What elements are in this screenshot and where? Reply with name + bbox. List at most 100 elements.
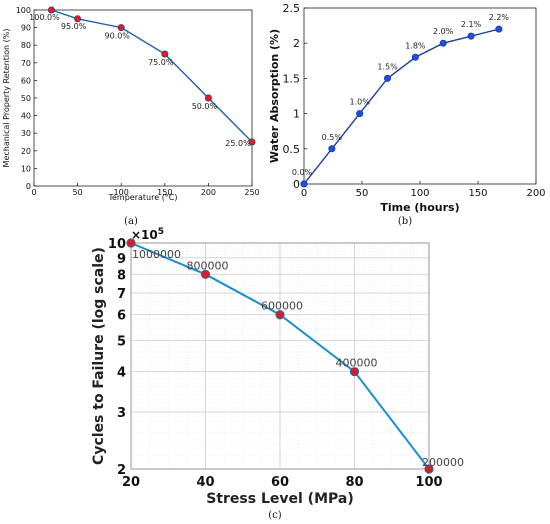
- panel-b-data-label: 1.5%: [377, 62, 398, 71]
- panel-b-y-tick-label: 0: [293, 178, 300, 191]
- panel-a-y-tick-label: 80: [21, 41, 31, 50]
- panel-a-x-axis-label: Temperature (°C): [107, 193, 177, 202]
- panel-a-x-tick-label: 0: [31, 188, 36, 197]
- panel-a-data-label: 100.0%: [29, 13, 60, 22]
- panel-c-x-tick-label: 80: [345, 475, 363, 490]
- panel-c-y-tick-label: 6: [117, 309, 126, 324]
- panel-c-y-tick-label: 5: [117, 334, 126, 349]
- panel-c-x-ticks: 20 40 60 80 100: [122, 475, 443, 490]
- panel-a-data-labels: 100.0%95.0% 90.0% 75.0% 50.0% 25.0%: [29, 13, 251, 148]
- panel-b-x-tick-label: 0: [301, 188, 307, 199]
- panel-b-y-ticks: 0 0.5 1 1.5 2 2.5: [283, 2, 307, 191]
- panel-b-data-label: 1.8%: [405, 41, 426, 50]
- panel-c-plot-frame: [130, 242, 430, 470]
- panel-c-data-label: 1000000: [132, 248, 181, 261]
- panel-a-caption: (a): [124, 216, 138, 227]
- panel-b-data-label: 0.5%: [322, 133, 343, 142]
- panel-c-point: [275, 310, 285, 320]
- panel-a-point: [248, 138, 256, 146]
- panel-b-plot-frame: [303, 7, 537, 185]
- panel-a-x-tick-label: 150: [157, 188, 172, 197]
- panel-c-y-tick-label: 2: [117, 463, 126, 478]
- panel-a-y-tick-label: 30: [21, 129, 31, 138]
- panel-c-point: [349, 367, 360, 377]
- panel-c-x-tick-label: 100: [415, 475, 442, 490]
- panel-c-y-tick-label: 8: [117, 268, 126, 283]
- panel-c-points: [126, 238, 434, 474]
- panel-a-data-label: 50.0%: [192, 102, 218, 111]
- panel-c-x-tick-label: 20: [122, 475, 140, 490]
- panel-b-line: [303, 28, 500, 185]
- panel-a-points: [47, 6, 256, 146]
- panel-a-data-label: 75.0%: [148, 58, 174, 67]
- panel-c-y-tick-label: 10: [108, 237, 126, 252]
- panel-c-x-tick-label: 60: [271, 475, 289, 490]
- panel-b-x-axis-label: Time (hours): [380, 201, 459, 214]
- panel-b-x-tick-label: 200: [526, 188, 545, 199]
- panel-b-absorption-chart: 0 50 100 150 200 0 0.5 1 1.5 2 2.5 0.0% 0.5% 1.0% 1.…: [268, 2, 546, 227]
- panel-c-data-label: 600000: [261, 300, 303, 313]
- panel-b-data-label: 0.0%: [292, 168, 313, 177]
- panel-b-data-label: 1.0%: [350, 98, 371, 107]
- panel-a-y-tick-label: 70: [21, 59, 31, 68]
- panel-b-point: [495, 25, 503, 33]
- panel-b-y-tick-label: 0.5: [283, 143, 301, 156]
- panel-a-x-tick-label: 250: [244, 188, 259, 197]
- panel-c-point: [126, 238, 136, 248]
- panel-a-data-label: 25.0%: [225, 139, 251, 148]
- panel-b-x-ticks: 0 50 100 150 200: [301, 181, 546, 199]
- panel-c-caption: (c): [268, 510, 282, 521]
- panel-a-series-line: [51, 9, 253, 143]
- panel-b-point: [384, 74, 392, 82]
- panel-a-y-tick-label: 50: [21, 94, 31, 103]
- panel-b-data-label: 2.0%: [433, 27, 454, 36]
- panel-c-y-axis-label: Cycles to Failure (log scale): [91, 247, 107, 465]
- panel-b-y-tick-label: 2: [293, 37, 300, 50]
- panel-a-point: [161, 50, 169, 58]
- panel-b-point: [328, 145, 336, 153]
- panel-a-point: [74, 15, 82, 23]
- panel-a-y-tick-label: 100: [16, 6, 31, 15]
- panel-b-data-label: 2.1%: [461, 20, 482, 29]
- panel-c-scale-multiplier: ×105: [131, 227, 164, 242]
- panel-c-x-axis-label: Stress Level (MPa): [206, 491, 354, 507]
- panel-c-point: [200, 269, 211, 279]
- panel-a-y-axis-label: Mechanical Property Retention (%): [2, 29, 11, 168]
- panel-a-y-ticks: 0 10 20 30 40 50 60 70 80 90 100: [16, 6, 37, 191]
- panel-b-x-tick-label: 50: [356, 188, 369, 199]
- panel-c-y-tick-label: 9: [117, 252, 126, 267]
- panel-c-y-tick-label: 3: [117, 406, 126, 421]
- panel-b-series-line: [303, 28, 500, 185]
- panel-a-x-tick-label: 50: [73, 188, 83, 197]
- panel-b-points: [300, 25, 503, 188]
- panel-a-x-tick-label: 200: [201, 188, 216, 197]
- panel-a-x-ticks: 0 50 100 150 200 250: [31, 183, 260, 197]
- panel-b-point: [300, 180, 308, 188]
- panel-a-y-tick-label: 20: [21, 147, 31, 156]
- panel-b-x-tick-label: 150: [468, 188, 487, 199]
- panel-a-y-tick-label: 0: [26, 182, 31, 191]
- panel-c-y-tick-label: 4: [117, 366, 126, 381]
- panel-a-data-label: 90.0%: [104, 32, 130, 41]
- panel-c-data-label: 200000: [422, 456, 464, 469]
- panel-a-y-tick-label: 90: [21, 24, 31, 33]
- panel-b-data-labels: 0.0% 0.5% 1.0% 1.5% 1.8% 2.0% 2.1% 2.2%: [292, 13, 510, 177]
- panel-c-data-label: 800000: [187, 259, 229, 272]
- panel-a-point: [204, 94, 212, 102]
- panel-a-y-tick-label: 40: [21, 112, 31, 121]
- panel-b-caption: (b): [398, 216, 412, 227]
- panel-b-y-axis-label: Water Absorption (%): [268, 29, 281, 163]
- panel-b-x-tick-label: 100: [410, 188, 429, 199]
- panel-a-point: [117, 24, 125, 32]
- panel-a-line: [51, 9, 253, 143]
- panel-c-y-tick-label: 7: [117, 287, 126, 302]
- panel-c-data-label: 400000: [336, 357, 378, 370]
- panel-b-data-label: 2.2%: [489, 13, 510, 22]
- panel-a-data-label: 95.0%: [61, 22, 87, 31]
- panel-b-y-tick-label: 1: [293, 108, 300, 121]
- panel-b-point: [411, 53, 419, 61]
- panel-b-point: [467, 32, 475, 40]
- panel-a-plot-frame: [33, 9, 253, 187]
